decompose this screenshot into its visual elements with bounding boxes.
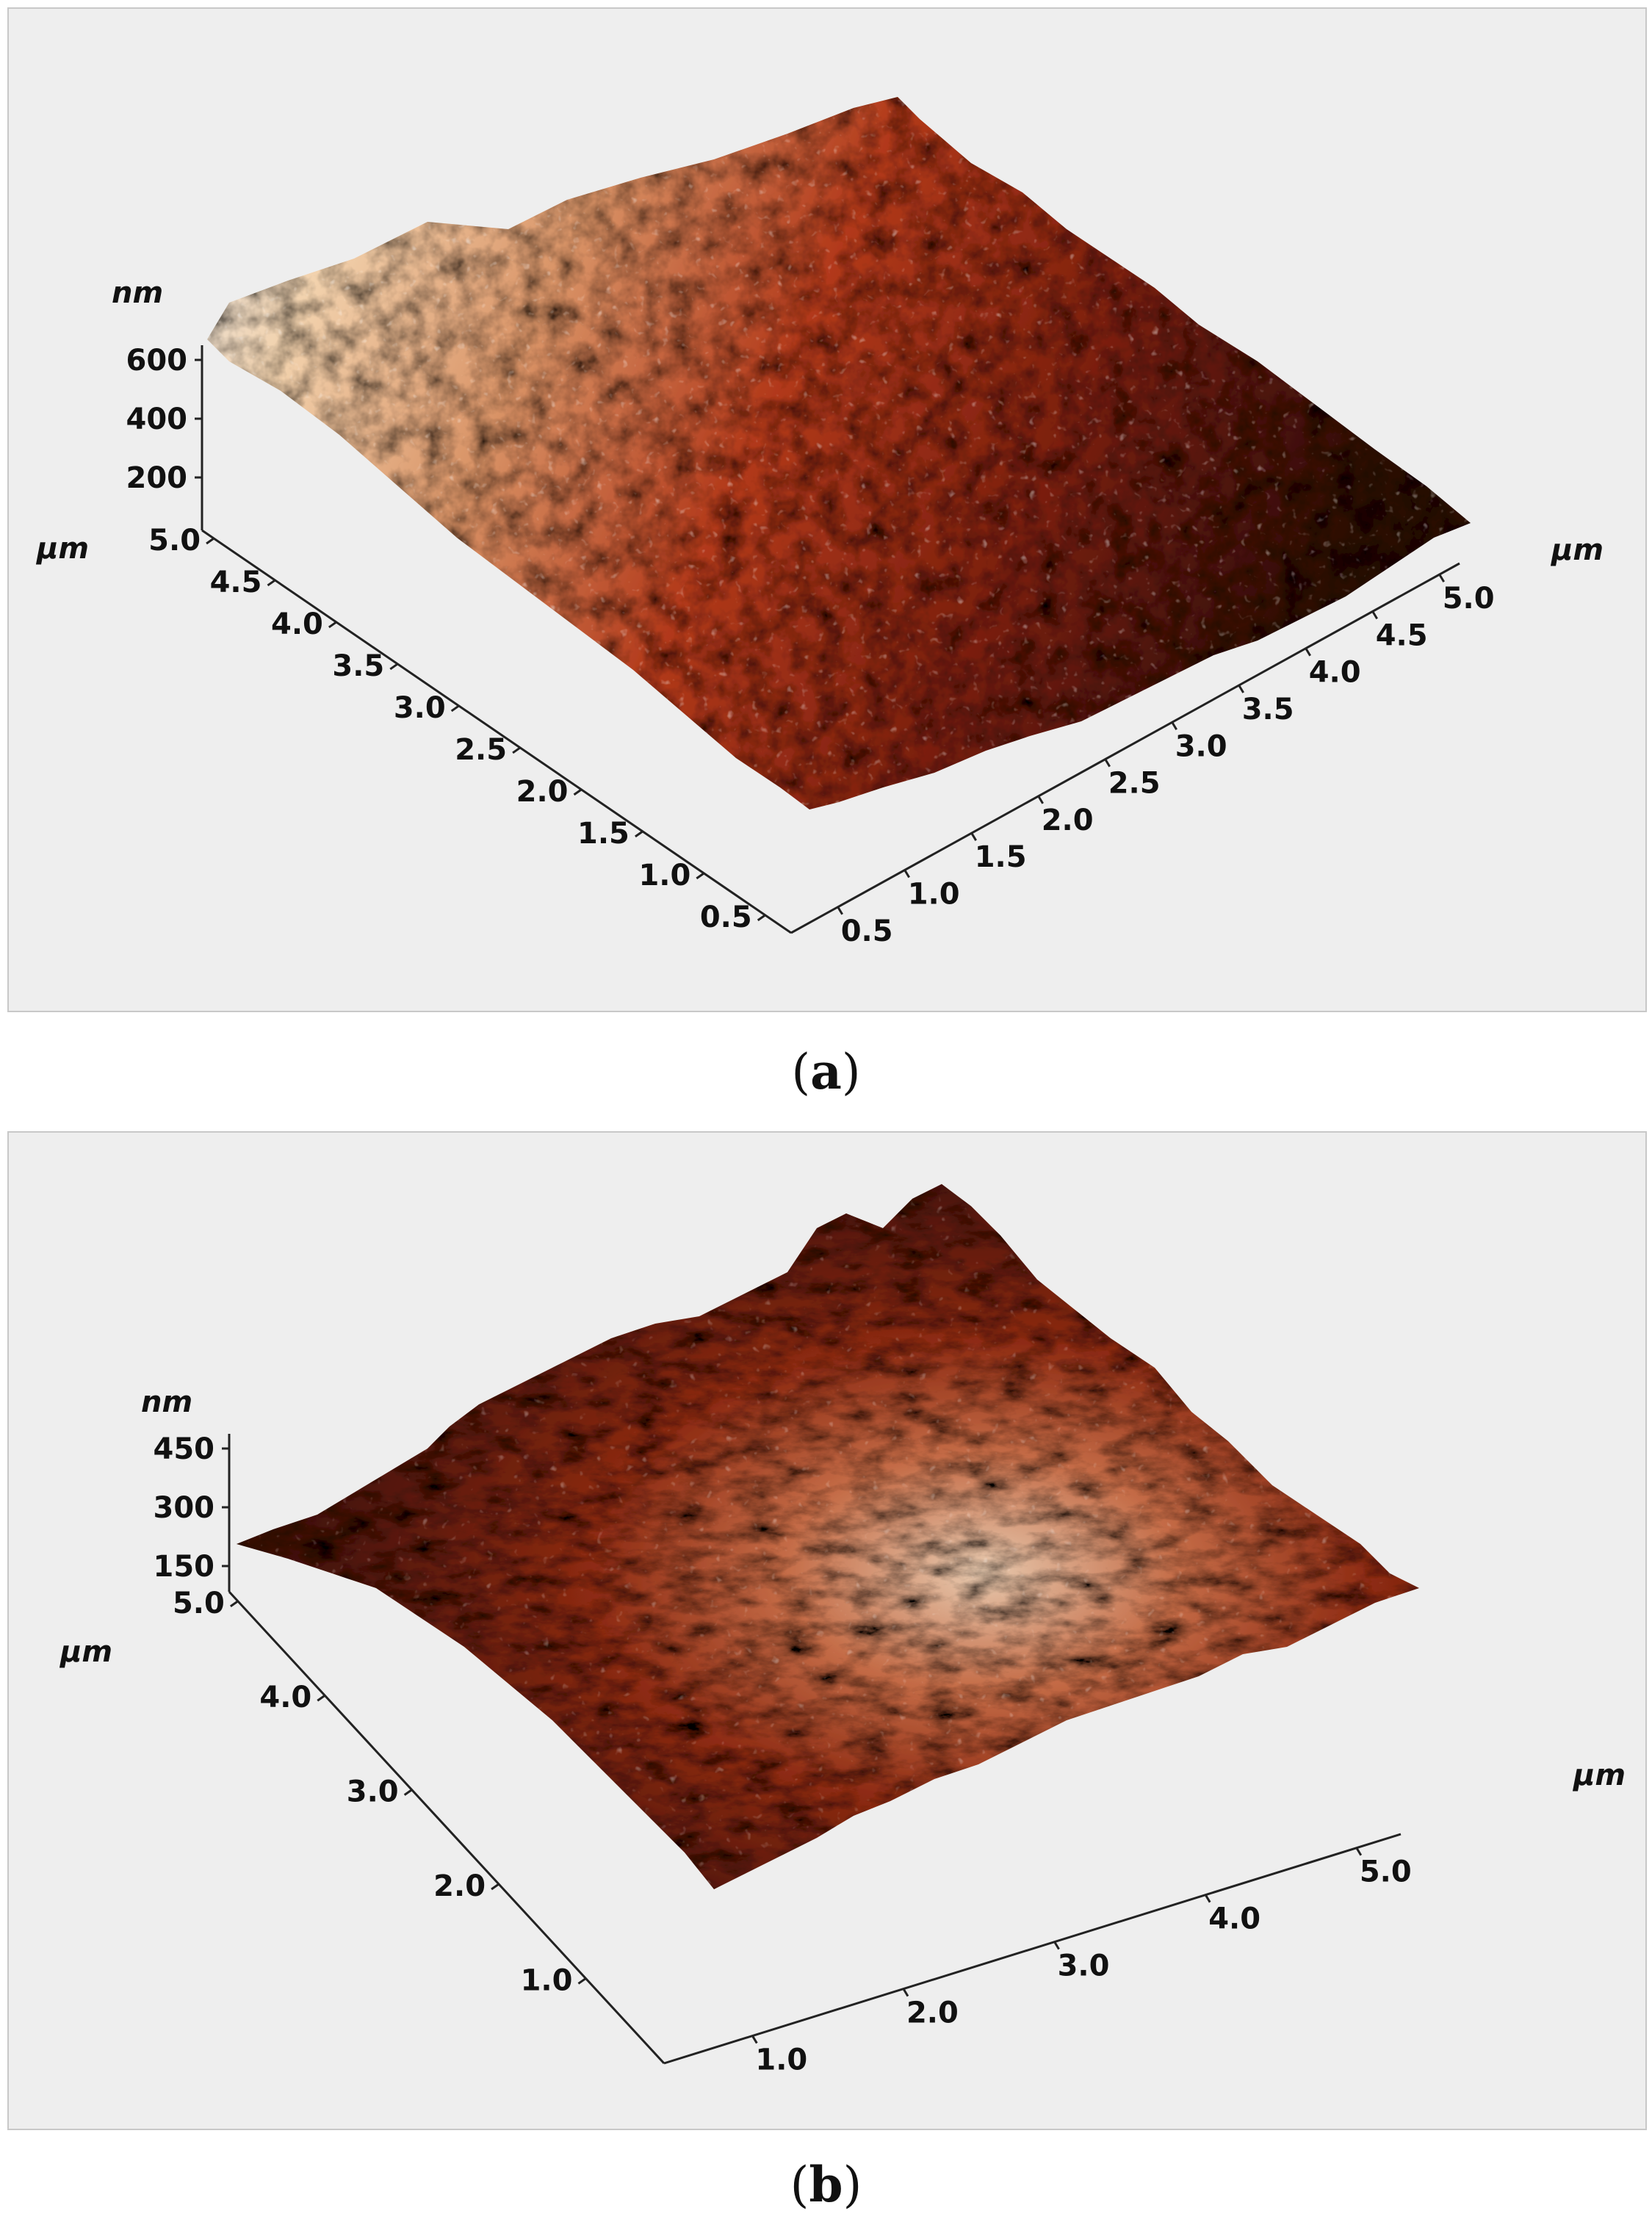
axis-tick (573, 788, 582, 796)
axis-tick (317, 1695, 326, 1702)
axis-tick (903, 869, 910, 879)
z-unit-label: nm (141, 1385, 192, 1419)
axis-tick (1053, 1941, 1060, 1950)
right-tick-label: 2.0 (906, 1996, 959, 2030)
left-tick-label: 0.5 (700, 901, 752, 934)
axis-tick (403, 1789, 413, 1796)
left-tick-label: 2.0 (433, 1869, 486, 1903)
z-tick-label: 600 (126, 344, 188, 378)
left-tick-label: 4.0 (271, 607, 323, 641)
afm-panel-b: 450 300 150 5.0 4.0 3.0 2.0 1.0 1.0 2.0 3.0 4.0 5.0 … (7, 1131, 1647, 2130)
axis-tick (1104, 758, 1111, 768)
right-tick-label: 3.0 (1058, 1949, 1110, 1983)
axis-tick (1305, 647, 1311, 657)
left-tick-label: 2.0 (516, 775, 569, 809)
axis-tick (1371, 610, 1378, 620)
axis-tick (577, 1977, 587, 1985)
axis-tick (206, 537, 214, 545)
caption-b: (b) (790, 2156, 862, 2213)
right-tick-label: 2.5 (1108, 767, 1161, 801)
axis-tick (1355, 1847, 1363, 1856)
right-tick-label: 3.0 (1175, 729, 1227, 763)
left-tick-label: 3.5 (332, 649, 384, 683)
right-axis-line (790, 562, 1460, 934)
axis-tick (491, 1883, 499, 1891)
axis-tick (267, 579, 276, 587)
axis-tick (1171, 721, 1177, 731)
left-tick-label: 1.0 (638, 859, 690, 892)
left-unit-label: µm (59, 1635, 112, 1669)
left-tick-label: 3.0 (347, 1775, 399, 1809)
axis-tick (696, 872, 705, 880)
z-tick-label: 450 (154, 1432, 215, 1466)
caption-a: (a) (791, 1043, 861, 1100)
afm-surface-a (207, 97, 1471, 809)
axis-tick (1037, 796, 1044, 804)
left-tick-label: 4.0 (259, 1681, 311, 1714)
axis-tick (751, 2035, 758, 2044)
right-tick-label: 5.0 (1360, 1855, 1412, 1889)
axis-tick (635, 830, 643, 838)
z-tick-label: 300 (154, 1491, 215, 1525)
z-tick-label: 400 (126, 403, 188, 436)
axes-a (201, 345, 1460, 934)
left-axis-line (228, 1590, 666, 2065)
afm-panel-a: 600 400 200 5.0 4.5 4.0 3.5 3.0 2.5 2.0 1.5 1.0 0.5 0… (7, 7, 1647, 1012)
axis-tick (1204, 1894, 1211, 1903)
left-tick-label: 5.0 (173, 1587, 225, 1620)
axis-tick (837, 906, 843, 915)
left-tick-label: 3.0 (394, 691, 446, 725)
z-unit-label: nm (112, 276, 163, 310)
left-tick-label: 5.0 (148, 524, 201, 558)
left-tick-label: 4.5 (210, 566, 262, 599)
right-tick-label: 1.5 (975, 840, 1027, 874)
axis-tick (229, 1600, 239, 1608)
axis-tick (512, 746, 521, 754)
axis-tick (1238, 685, 1244, 693)
right-tick-label: 1.0 (755, 2043, 807, 2077)
right-axis-line (663, 1833, 1402, 2065)
left-tick-label: 1.0 (521, 1963, 573, 1997)
axis-tick (328, 621, 337, 629)
z-tick-label: 200 (126, 461, 188, 495)
left-tick-label: 2.5 (455, 733, 507, 767)
left-unit-label: µm (35, 532, 89, 566)
axis-tick (389, 663, 399, 671)
afm-3d-plot-b: 4503001505.04.03.02.01.01.02.03.04.05.0 … (59, 1184, 1626, 2077)
right-tick-label: 5.0 (1443, 582, 1495, 616)
right-unit-label: µm (1572, 1758, 1626, 1792)
right-tick-label: 2.0 (1042, 804, 1094, 837)
right-unit-label: µm (1550, 533, 1604, 567)
right-tick-label: 4.5 (1376, 618, 1428, 652)
axis-tick (450, 704, 460, 713)
axis-tick (757, 914, 766, 922)
afm-surface-b (237, 1184, 1419, 1889)
right-tick-label: 1.0 (908, 877, 960, 911)
left-tick-label: 1.5 (577, 817, 630, 851)
axis-tick (902, 1988, 909, 1997)
right-tick-label: 4.0 (1208, 1902, 1260, 1936)
right-tick-label: 4.0 (1309, 656, 1361, 690)
axis-tick (970, 832, 977, 841)
right-tick-label: 0.5 (841, 915, 893, 948)
axis-tick (1438, 574, 1445, 582)
left-axis-line (201, 529, 792, 934)
z-tick-label: 150 (154, 1550, 215, 1584)
right-tick-label: 3.5 (1242, 693, 1294, 726)
